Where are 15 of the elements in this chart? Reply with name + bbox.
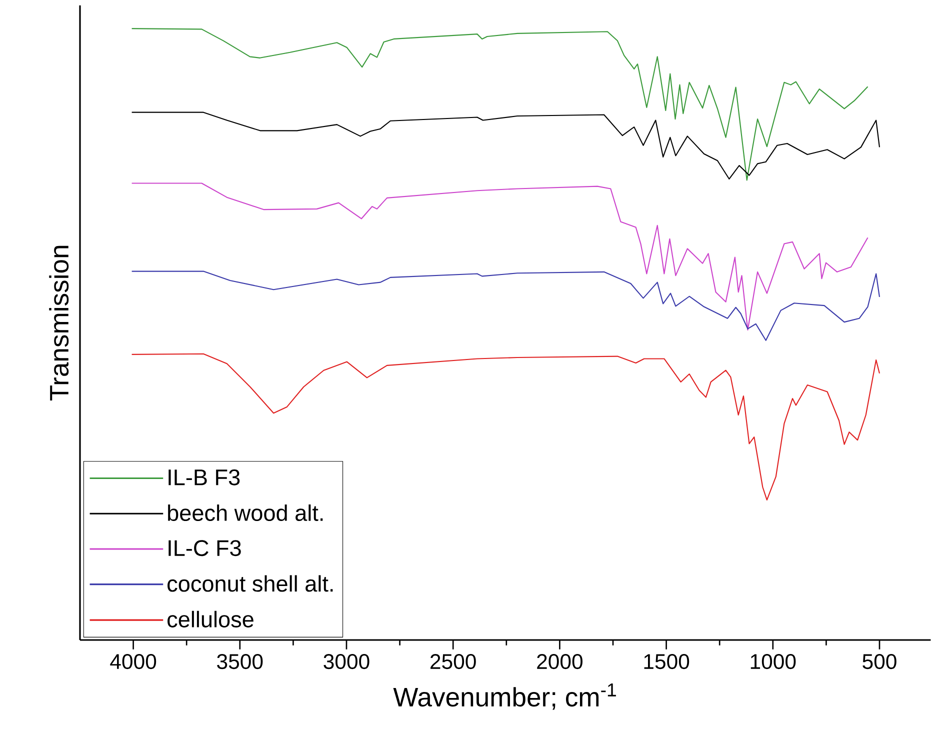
legend-label: coconut shell alt. [168, 575, 333, 592]
x-tick-label: 1500 [644, 654, 690, 670]
x-axis-title: Wavenumber; cm$^{-1}$ [393, 684, 616, 710]
y-axis-title: Transmission [49, 246, 69, 401]
x-tick-label: 4000 [110, 654, 156, 670]
legend-label: beech wood alt. [168, 504, 323, 522]
x-tick-label: 500 [862, 654, 896, 670]
legend-label: cellulose [168, 610, 254, 628]
x-tick-label: 2500 [430, 654, 476, 670]
x-tick-label: 3000 [324, 654, 370, 670]
x-tick-label: 1000 [750, 654, 796, 670]
legend-label: IL-B F3 [168, 469, 240, 486]
x-tick-label: 3500 [217, 654, 263, 670]
legend-label: IL-C F3 [168, 540, 241, 556]
x-tick-label: 2000 [537, 654, 582, 670]
